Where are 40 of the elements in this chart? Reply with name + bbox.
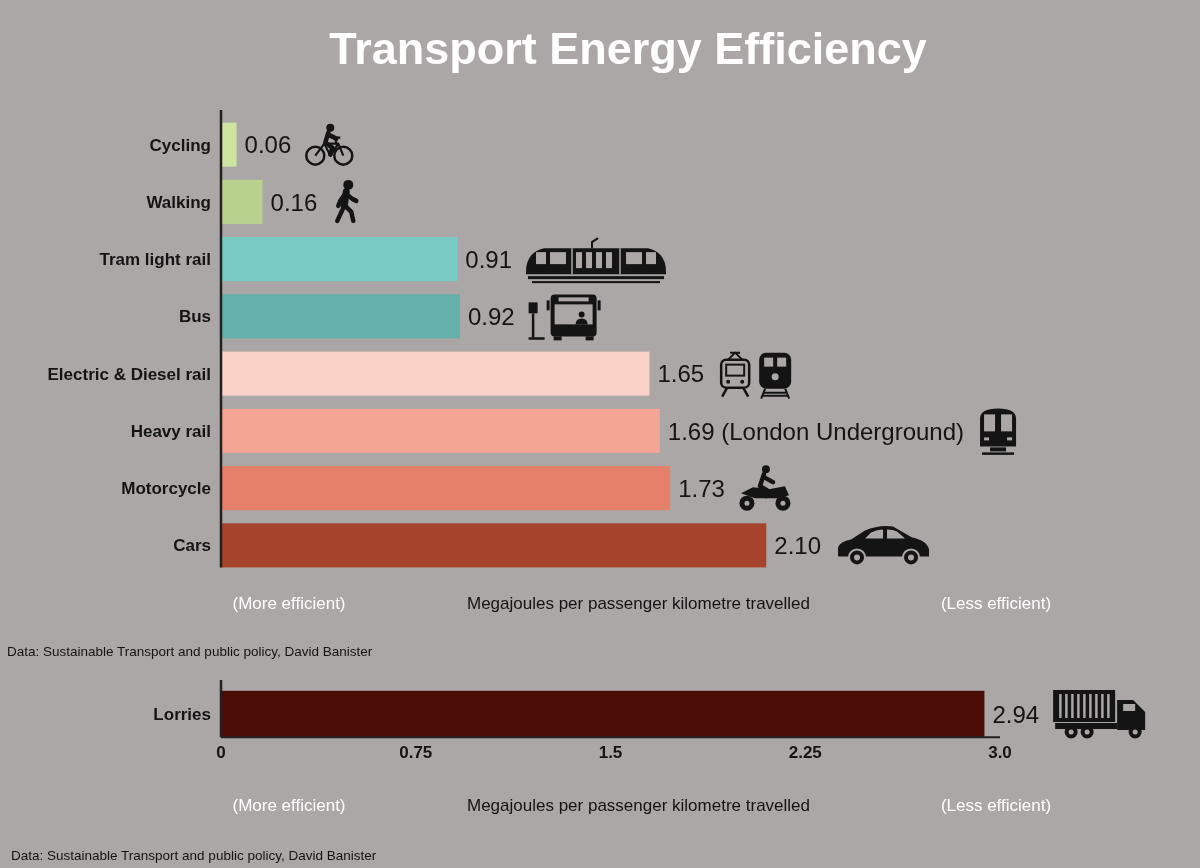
y-tick-label: Bus [178,307,211,327]
x-tick-label: 2.25 [788,743,822,762]
text: (More efficient) [232,594,346,613]
y-tick-label: Walking [146,192,211,212]
data-label: 1.65 [657,360,705,388]
y-tick-label: Cars [173,536,211,556]
bar [221,237,458,282]
x-axis-title: Megajoules per passenger kilometre travelled [466,594,811,613]
x-tick-label: 3.0 [988,743,1012,762]
bar [221,179,263,224]
data-label: 0.92 [467,303,515,331]
data-label: 2.10 [774,532,822,560]
y-tick-label: Electric & Diesel rail [47,364,211,384]
bar [221,466,671,511]
data-label: 0.91 [465,245,513,273]
data-label: 1.69 (London Underground) [667,417,965,445]
bar [221,294,460,339]
text: Data: Sustainable Transport and public policy, David Banister [11,848,377,863]
x-tick-label: 0 [216,743,226,762]
y-tick-label: Heavy rail [130,421,211,441]
text: Data: Sustainable Transport and public policy, David Banister [7,644,373,659]
chart-title: Transport Energy Efficiency [329,23,927,74]
data-label: 2.94 [992,700,1040,728]
data-label: 0.06 [244,131,292,159]
y-tick-label: Cycling [149,135,211,155]
x-tick-label: 1.5 [598,743,623,762]
y-tick-label: Lorries [153,704,211,724]
text: (Less efficient) [940,594,1052,613]
bar [221,351,650,396]
y-tick-label: Tram light rail [99,250,211,270]
data-label: 1.73 [678,474,725,502]
y-tick-label: Motorcycle [121,479,211,499]
bar [221,408,660,453]
data-label: 0.16 [270,188,318,216]
x-axis-title: Megajoules per passenger kilometre travelled [466,796,811,815]
x-tick-label: 0.75 [399,743,433,762]
text: (More efficient) [232,796,346,815]
bar [221,523,767,568]
bar [221,122,237,167]
text: (Less efficient) [940,796,1052,815]
